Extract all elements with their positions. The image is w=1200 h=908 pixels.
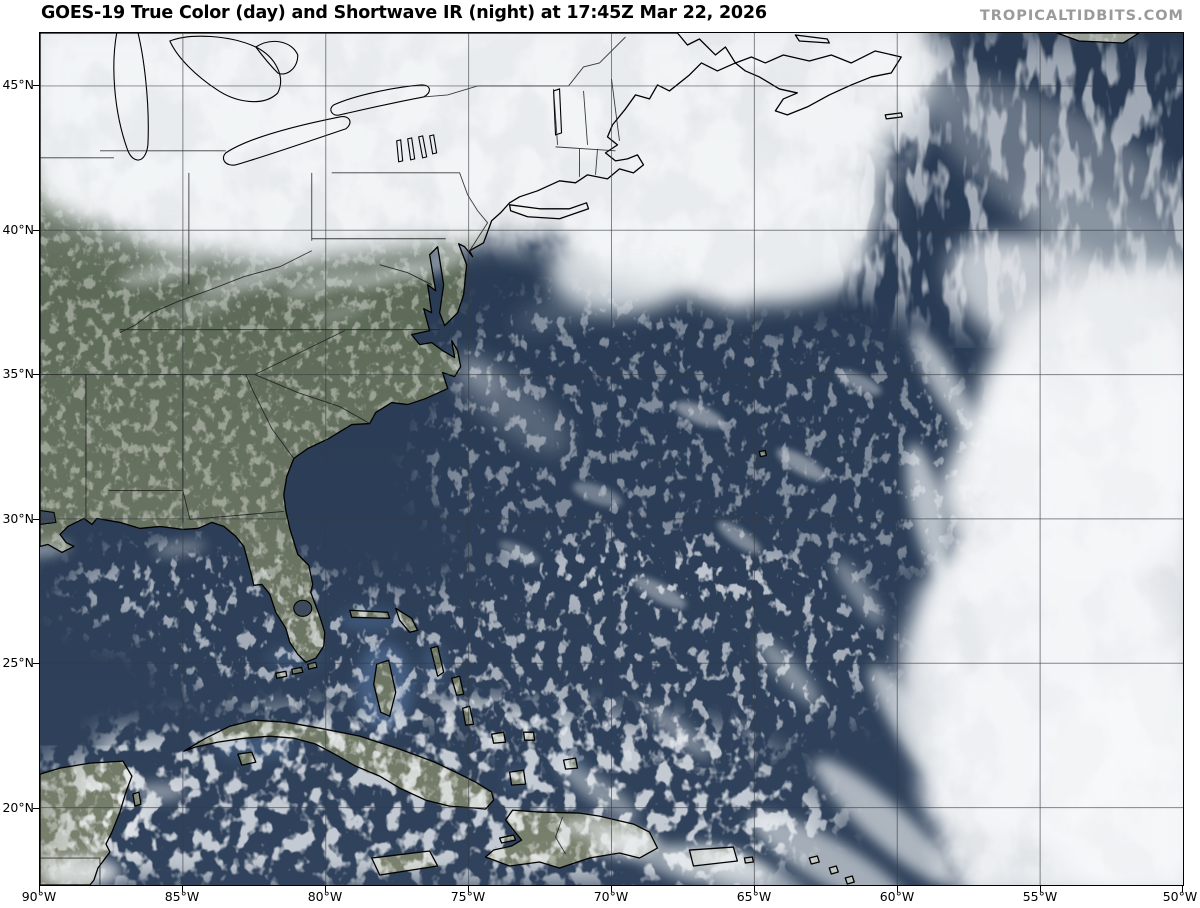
lat-label: 45°N [2,77,34,92]
watermark-text: TROPICALTIDBITS.COM [979,8,1184,24]
lat-tick [33,229,39,231]
lon-label: 75°W [450,889,486,904]
cloud-layer [40,33,1183,885]
lon-label: 85°W [164,889,200,904]
lon-tick [1040,886,1041,892]
lon-tick [39,886,40,892]
lon-tick [611,886,612,892]
lon-label: 55°W [1022,889,1058,904]
lat-label: 25°N [2,655,34,670]
lon-tick [1182,886,1183,892]
lat-label: 30°N [2,510,34,526]
lon-tick [468,886,469,892]
lon-tick [754,886,755,892]
lat-label: 20°N [2,799,34,815]
lon-tick [325,886,326,892]
lon-label: 80°W [307,889,343,904]
map-title: GOES-19 True Color (day) and Shortwave I… [41,3,767,23]
lon-tick [182,886,183,892]
satellite-image [40,33,1183,885]
lat-label: 35°N [2,366,34,381]
lon-label: 70°W [593,889,629,904]
lon-label: 50°W [1162,889,1198,904]
lon-tick [897,886,898,892]
lat-tick [33,663,39,664]
lon-label: 90°W [21,889,57,904]
lat-tick [33,807,39,809]
lon-label: 65°W [736,889,772,904]
lat-tick [33,85,39,86]
lat-tick [33,374,39,375]
lon-label: 60°W [879,889,915,904]
satellite-map [39,32,1184,886]
lat-tick [33,518,39,520]
grid-layer [40,33,1183,885]
title-bar: GOES-19 True Color (day) and Shortwave I… [0,0,1200,32]
lat-label: 40°N [2,221,34,237]
